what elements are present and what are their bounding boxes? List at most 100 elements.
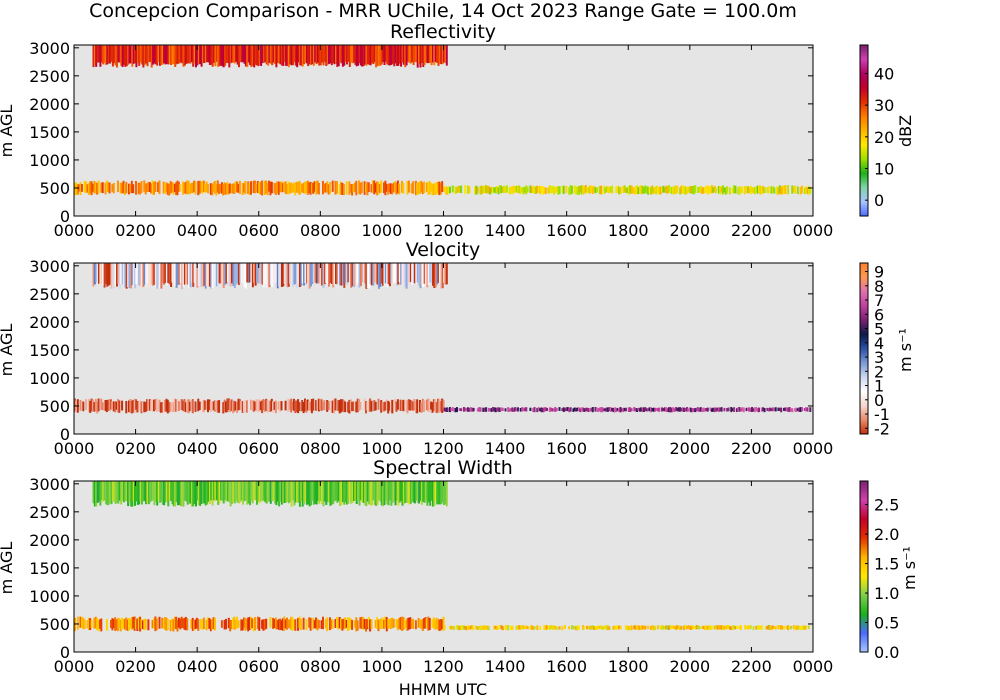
echo-strip xyxy=(271,263,274,288)
echo-strip xyxy=(444,263,447,285)
echo-strip xyxy=(525,407,528,412)
echo-strip xyxy=(486,185,489,194)
echo-strip xyxy=(420,263,423,286)
echo-strip xyxy=(796,625,799,630)
echo-strip xyxy=(175,263,178,288)
colorbar-tick-label: 2.0 xyxy=(874,525,899,544)
echo-strip xyxy=(277,401,280,410)
echo-strip xyxy=(503,185,506,193)
echo-strip xyxy=(533,186,536,194)
echo-strip xyxy=(554,407,557,412)
echo-strip xyxy=(629,407,632,412)
echo-strip xyxy=(203,45,206,63)
colorbar-tick-label: 6 xyxy=(874,305,884,324)
echo-strip xyxy=(139,616,142,632)
echo-strip xyxy=(329,263,332,283)
echo-strip xyxy=(390,481,393,506)
echo-strip xyxy=(327,184,330,195)
echo-strip xyxy=(668,625,670,630)
echo-strip xyxy=(745,186,748,193)
x-tick-label: 1000 xyxy=(362,439,403,458)
echo-strip xyxy=(322,401,324,410)
echo-strip xyxy=(403,619,406,629)
echo-strip xyxy=(179,618,182,630)
echo-strip xyxy=(806,187,809,195)
echo-strip xyxy=(248,183,251,196)
echo-strip xyxy=(261,45,264,64)
echo-strip xyxy=(694,408,697,413)
echo-strip xyxy=(121,45,124,67)
echo-strip xyxy=(536,185,539,193)
echo-strip xyxy=(715,407,718,412)
echo-strip xyxy=(778,185,781,194)
echo-strip xyxy=(720,407,723,412)
echo-strip xyxy=(515,625,518,630)
echo-strip xyxy=(369,619,372,632)
echo-strip xyxy=(462,407,465,412)
echo-strip xyxy=(468,408,471,412)
echo-strip xyxy=(615,186,618,194)
echo-strip xyxy=(352,401,355,411)
echo-strip xyxy=(298,263,301,287)
echo-strip xyxy=(121,481,124,501)
echo-strip xyxy=(702,407,705,412)
echo-strip xyxy=(140,181,143,193)
echo-strip xyxy=(651,408,654,412)
echo-strip xyxy=(98,263,100,284)
echo-strip xyxy=(379,481,382,502)
echo-strip xyxy=(194,619,197,629)
echo-strip xyxy=(272,263,275,284)
echo-strip xyxy=(735,625,738,630)
echo-strip xyxy=(113,263,116,288)
echo-strip xyxy=(119,182,122,194)
echo-strip xyxy=(532,626,535,630)
echo-strip xyxy=(716,625,719,630)
echo-strip xyxy=(371,481,373,506)
echo-strip xyxy=(304,481,307,502)
echo-strip xyxy=(529,407,532,411)
echo-strip xyxy=(229,620,232,632)
echo-strip xyxy=(97,398,100,412)
echo-strip xyxy=(337,45,340,67)
echo-strip xyxy=(199,263,202,289)
echo-strip xyxy=(117,481,120,504)
echo-strip xyxy=(794,625,797,631)
echo-strip xyxy=(149,263,152,285)
echo-strip xyxy=(343,481,346,505)
echo-strip xyxy=(183,182,186,194)
echo-strip xyxy=(492,187,494,194)
echo-strip xyxy=(338,183,341,195)
x-tick-label: 1600 xyxy=(546,439,587,458)
echo-strip xyxy=(604,408,607,412)
echo-strip xyxy=(107,182,110,193)
echo-strip xyxy=(422,263,425,287)
echo-strip xyxy=(589,408,591,412)
echo-strip xyxy=(427,481,430,503)
echo-strip xyxy=(242,263,245,284)
echo-strip xyxy=(256,45,258,66)
echo-strip xyxy=(783,625,785,630)
echo-strip xyxy=(135,181,137,195)
echo-strip xyxy=(332,45,335,64)
echo-strip xyxy=(203,263,206,286)
echo-strip xyxy=(695,407,698,412)
echo-strip xyxy=(294,263,297,284)
echo-strip xyxy=(221,45,224,67)
echo-strip xyxy=(384,180,387,196)
echo-strip xyxy=(654,187,657,195)
echo-strip xyxy=(139,263,142,287)
echo-strip xyxy=(271,481,274,502)
echo-strip xyxy=(251,481,254,504)
echo-strip xyxy=(669,625,672,630)
echo-strip xyxy=(165,617,168,631)
y-tick-label: 2500 xyxy=(29,503,70,522)
echo-strip xyxy=(388,183,391,193)
echo-strip xyxy=(344,45,347,62)
echo-strip xyxy=(497,187,500,195)
echo-strip xyxy=(450,625,453,630)
echo-strip xyxy=(104,182,107,195)
echo-strip xyxy=(333,399,336,414)
echo-strip xyxy=(265,45,268,65)
x-tick-label: 1400 xyxy=(485,439,526,458)
echo-strip xyxy=(182,45,185,67)
